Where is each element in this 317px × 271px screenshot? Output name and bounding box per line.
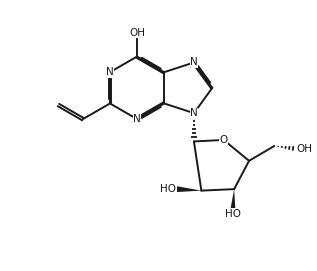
Text: O: O: [220, 135, 228, 145]
Text: N: N: [106, 67, 114, 77]
Text: HO: HO: [160, 184, 176, 194]
Text: N: N: [190, 108, 198, 118]
Text: HO: HO: [225, 209, 241, 219]
Text: OH: OH: [129, 28, 145, 38]
Polygon shape: [230, 189, 236, 214]
Text: N: N: [190, 57, 198, 67]
Polygon shape: [176, 186, 201, 192]
Text: N: N: [133, 114, 141, 124]
Text: OH: OH: [297, 144, 313, 154]
